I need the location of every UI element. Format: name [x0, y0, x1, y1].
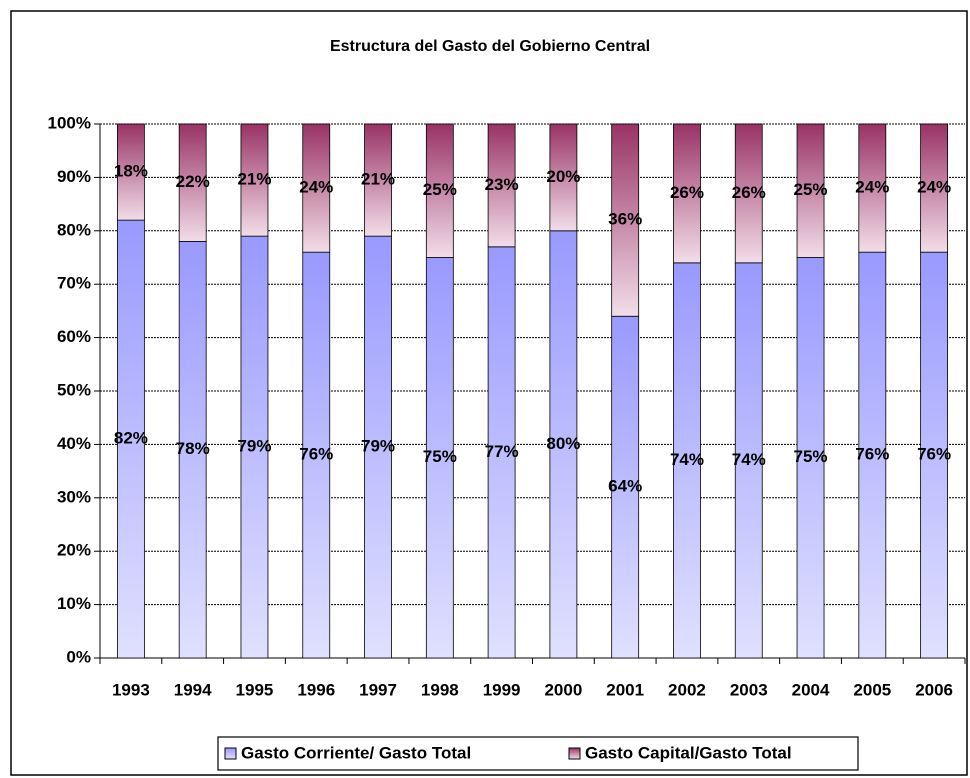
- x-tick-label: 1999: [483, 680, 521, 699]
- data-label: 24%: [299, 178, 333, 197]
- bar-segment: [425, 123, 454, 258]
- data-label: 80%: [546, 434, 580, 453]
- y-tick-label: 30%: [57, 487, 91, 506]
- y-tick-label: 70%: [57, 274, 91, 293]
- bar-segment: [796, 123, 825, 258]
- y-tick-label: 80%: [57, 220, 91, 239]
- bar-segment: [673, 123, 701, 264]
- data-label: 76%: [855, 445, 889, 464]
- bar-segment: [116, 123, 145, 221]
- x-tick-label: 2002: [668, 680, 706, 699]
- bar-segment: [796, 257, 825, 659]
- y-tick-label: 100%: [48, 113, 91, 132]
- data-label: 22%: [176, 172, 210, 191]
- bar-segment: [364, 235, 392, 659]
- data-label: 21%: [361, 170, 395, 189]
- data-label: 24%: [855, 178, 889, 197]
- x-tick-label: 1994: [174, 680, 212, 699]
- data-label: 74%: [732, 450, 766, 469]
- x-tick-label: 1995: [236, 680, 274, 699]
- data-label: 26%: [732, 183, 766, 202]
- data-label: 20%: [546, 167, 580, 186]
- x-tick-label: 2005: [853, 680, 891, 699]
- x-tick-label: 2001: [606, 680, 644, 699]
- bar-segment: [920, 123, 949, 253]
- data-label: 78%: [176, 439, 210, 458]
- bar-segment: [858, 251, 887, 659]
- data-label: 25%: [794, 180, 828, 199]
- bar-segment: [549, 123, 578, 232]
- bar-segment: [302, 123, 331, 253]
- bar-segment: [302, 251, 331, 659]
- bar-segment: [116, 219, 145, 659]
- legend-box: [217, 736, 859, 771]
- x-tick-label: 2000: [544, 680, 582, 699]
- bar-segment: [673, 262, 701, 659]
- chart-title: Estructura del Gasto del Gobierno Centra…: [330, 38, 650, 55]
- data-label: 21%: [237, 170, 271, 189]
- data-label: 79%: [361, 437, 395, 456]
- data-label: 76%: [299, 445, 333, 464]
- bar-segment: [240, 123, 269, 237]
- legend-label: Gasto Capital/Gasto Total: [585, 743, 792, 762]
- bar-segment: [240, 235, 269, 659]
- x-tick-label: 1997: [359, 680, 397, 699]
- data-label: 25%: [423, 180, 457, 199]
- data-label: 75%: [423, 447, 457, 466]
- data-label: 36%: [608, 210, 642, 229]
- bar-segment: [611, 315, 640, 659]
- bar-segment: [178, 123, 207, 242]
- data-label: 79%: [237, 437, 271, 456]
- y-tick-label: 0%: [66, 647, 91, 666]
- y-tick-label: 60%: [57, 327, 91, 346]
- data-label: 75%: [794, 447, 828, 466]
- x-tick-label: 2003: [730, 680, 768, 699]
- legend-swatch: [224, 747, 237, 760]
- data-label: 74%: [670, 450, 704, 469]
- y-tick-label: 90%: [57, 167, 91, 186]
- x-tick-label: 2006: [915, 680, 953, 699]
- data-label: 64%: [608, 477, 642, 496]
- data-label: 23%: [485, 175, 519, 194]
- y-tick-label: 50%: [57, 380, 91, 399]
- bar-segment: [487, 123, 516, 248]
- bar-segment: [487, 246, 516, 659]
- bar-segment: [734, 123, 763, 264]
- x-tick-label: 1996: [297, 680, 335, 699]
- bar-segment: [178, 241, 207, 659]
- legend-swatch: [568, 747, 581, 760]
- bar-segment: [858, 123, 887, 253]
- bar-segment: [734, 262, 763, 659]
- x-tick-label: 1993: [112, 680, 150, 699]
- data-label: 76%: [917, 445, 951, 464]
- x-tick-label: 1998: [421, 680, 459, 699]
- data-label: 18%: [114, 162, 148, 181]
- data-label: 24%: [917, 178, 951, 197]
- y-tick-label: 20%: [57, 541, 91, 560]
- bar-segment: [611, 123, 640, 317]
- data-label: 82%: [114, 429, 148, 448]
- legend-label: Gasto Corriente/ Gasto Total: [241, 743, 471, 762]
- x-tick-label: 2004: [792, 680, 830, 699]
- bar-segment: [364, 123, 392, 237]
- y-tick-label: 10%: [57, 594, 91, 613]
- y-tick-label: 40%: [57, 434, 91, 453]
- data-label: 26%: [670, 183, 704, 202]
- bar-segment: [425, 257, 454, 659]
- bar-segment: [549, 230, 578, 659]
- data-label: 77%: [485, 442, 519, 461]
